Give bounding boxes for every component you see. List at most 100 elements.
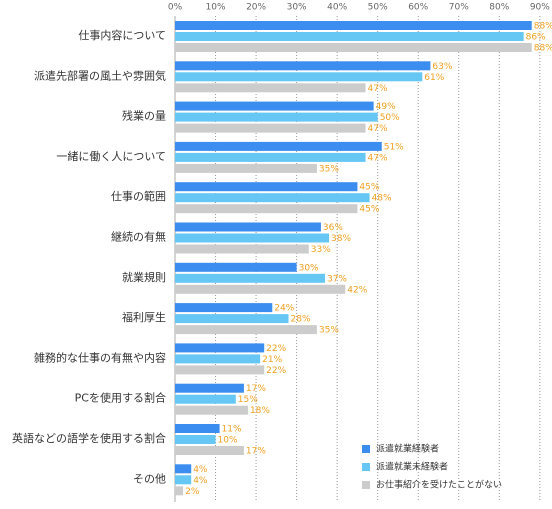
bar <box>175 383 244 393</box>
bar <box>175 61 431 71</box>
y-tick-label: 派遣先部署の風土や雰囲気 <box>34 68 166 82</box>
value-label: 50% <box>380 113 400 123</box>
y-tick-label: 就業規則 <box>122 270 166 284</box>
value-label: 15% <box>238 395 258 405</box>
y-tick-label: 残業の量 <box>122 109 166 123</box>
value-label: 24% <box>274 304 294 314</box>
value-label: 21% <box>262 355 282 365</box>
value-label: 37% <box>327 274 347 284</box>
bar <box>175 475 192 485</box>
bar <box>175 43 532 52</box>
legend-label: 派遣就業経験者 <box>376 443 439 455</box>
y-tick-label: 雑務的な仕事の有無や内容 <box>34 350 166 364</box>
legend-swatch <box>362 445 370 453</box>
bar <box>175 446 244 455</box>
value-label: 49% <box>376 102 396 112</box>
value-label: 45% <box>359 183 379 193</box>
x-tick-label: 50% <box>368 3 388 13</box>
bar <box>175 405 248 415</box>
x-tick-label: 40% <box>327 3 347 13</box>
value-label: 35% <box>319 164 339 174</box>
bar <box>175 464 192 474</box>
bar <box>175 325 317 335</box>
legend-swatch <box>362 481 370 489</box>
y-tick-label: 仕事内容について <box>78 28 166 42</box>
value-label: 51% <box>384 142 404 152</box>
bar <box>175 123 366 133</box>
value-label: 4% <box>193 465 208 475</box>
value-label: 47% <box>368 84 388 94</box>
bar <box>175 163 317 173</box>
bar <box>175 273 325 283</box>
bar <box>175 101 374 111</box>
value-label: 30% <box>299 263 319 273</box>
legend-label: 派遣就業未経験者 <box>376 461 448 473</box>
value-label: 36% <box>323 223 343 233</box>
value-label: 11% <box>222 425 242 435</box>
x-tick-label: 60% <box>408 3 428 13</box>
value-label: 47% <box>368 124 388 134</box>
bar <box>175 486 184 496</box>
y-tick-label: PCを使用する割合 <box>75 391 166 405</box>
value-label: 88% <box>534 22 552 32</box>
value-label: 17% <box>246 384 266 394</box>
bar <box>175 284 346 294</box>
bar <box>175 394 236 404</box>
bar <box>175 182 358 192</box>
value-label: 10% <box>218 436 238 446</box>
value-label: 88% <box>534 44 552 54</box>
bar <box>175 32 524 41</box>
x-tick-label: 80% <box>489 3 509 13</box>
bar <box>175 204 358 214</box>
bar <box>175 244 309 254</box>
legend-label: お仕事紹介を受けたことがない <box>376 479 502 491</box>
bar <box>175 365 265 375</box>
bar <box>175 435 216 444</box>
bar <box>175 141 382 151</box>
bar <box>175 222 321 232</box>
value-label: 86% <box>526 33 546 43</box>
bar <box>175 343 265 353</box>
value-label: 4% <box>193 476 208 486</box>
bar <box>175 112 378 122</box>
value-label: 28% <box>291 315 311 325</box>
value-label: 42% <box>347 285 367 295</box>
bar <box>175 83 366 93</box>
x-tick-label: 30% <box>287 3 307 13</box>
bar <box>175 152 366 162</box>
value-label: 33% <box>311 245 331 255</box>
value-label: 22% <box>266 344 286 354</box>
x-tick-label: 20% <box>246 3 266 13</box>
bar <box>175 21 532 30</box>
value-label: 61% <box>424 73 444 83</box>
value-label: 35% <box>319 326 339 336</box>
y-tick-label: 一緒に働く人について <box>56 149 166 163</box>
y-tick-label: 福利厚生 <box>122 310 166 324</box>
x-tick-label: 0% <box>168 3 183 13</box>
x-tick-label: 10% <box>206 3 226 13</box>
value-label: 47% <box>368 153 388 163</box>
value-label: 48% <box>372 194 392 204</box>
y-tick-label: 英語などの語学を使用する割合 <box>12 431 166 445</box>
x-tick-label: 90% <box>530 3 550 13</box>
value-label: 18% <box>250 406 270 416</box>
value-label: 45% <box>359 205 379 215</box>
bar <box>175 262 297 272</box>
bar <box>175 424 220 433</box>
y-tick-label: 継続の有無 <box>111 230 166 244</box>
value-label: 63% <box>432 62 452 72</box>
bar <box>175 354 261 364</box>
x-tick-label: 70% <box>449 3 469 13</box>
bar <box>175 193 370 203</box>
legend-swatch <box>362 463 370 471</box>
value-label: 22% <box>266 366 286 376</box>
y-tick-label: 仕事の範囲 <box>111 189 166 203</box>
bar <box>175 314 289 324</box>
value-label: 2% <box>185 487 200 497</box>
value-label: 38% <box>331 234 351 244</box>
bar <box>175 72 423 82</box>
value-label: 17% <box>246 447 266 457</box>
bar <box>175 303 273 313</box>
y-tick-label: その他 <box>133 472 166 485</box>
